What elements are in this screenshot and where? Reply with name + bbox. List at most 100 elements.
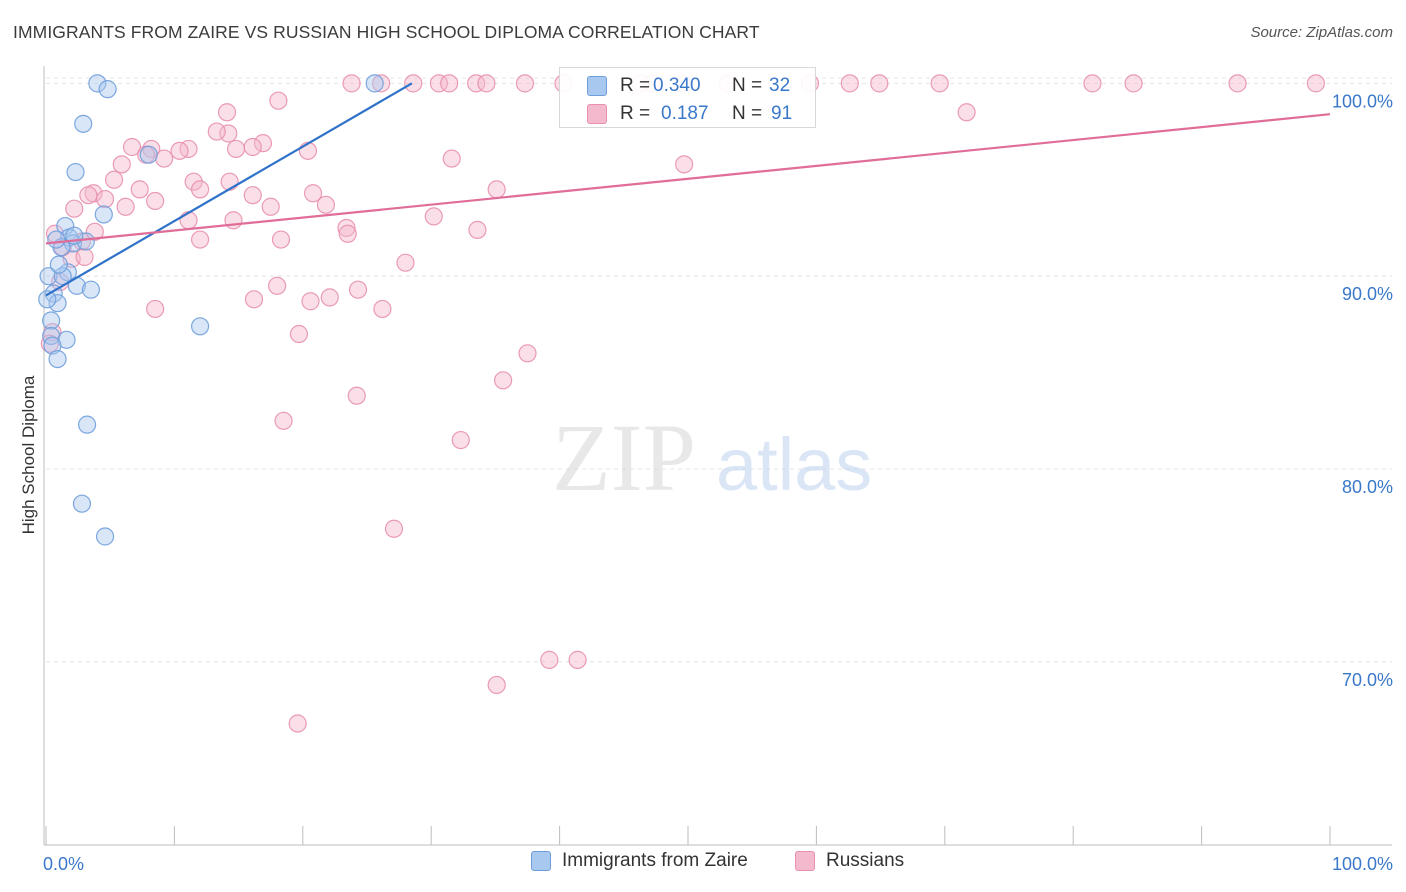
- russians-points: [40, 74, 1325, 733]
- russians-trend-line: [45, 113, 1331, 245]
- russians-point: [1306, 74, 1325, 93]
- legend-item-russians[interactable]: Russians: [795, 850, 904, 872]
- zaire-point: [42, 311, 61, 330]
- zaire-swatch: [587, 76, 607, 96]
- russians-point: [467, 74, 486, 93]
- russians-point: [301, 292, 320, 311]
- russians-point: [269, 91, 288, 110]
- russians-point: [515, 74, 535, 93]
- russians-point: [179, 139, 198, 159]
- source-note: Source: ZipAtlas.com: [1250, 24, 1393, 41]
- stats-row-zaire: R = 0.340 N = 32: [560, 72, 815, 100]
- zaire-point: [66, 162, 85, 182]
- zaire-point: [43, 336, 62, 355]
- x-tick-labels: 0.0% 100.0%: [43, 854, 1393, 874]
- russians-point: [116, 197, 135, 216]
- russians-point: [957, 103, 976, 122]
- watermark-atlas: atlas: [716, 423, 872, 506]
- russians-point: [451, 430, 470, 450]
- russians-point: [253, 134, 273, 153]
- zaire-point: [38, 290, 57, 309]
- zaire-point: [98, 80, 117, 99]
- zaire-point: [94, 205, 113, 224]
- zaire-point: [77, 415, 97, 434]
- russians-point: [190, 180, 210, 199]
- watermark-zip: ZIP: [552, 404, 696, 511]
- russians-point: [429, 74, 449, 93]
- russians-point: [477, 74, 496, 93]
- russians-point: [268, 276, 287, 295]
- russians-point: [487, 675, 506, 695]
- y-tick-label: 100.0%: [1332, 91, 1393, 111]
- zaire-point: [190, 317, 210, 336]
- russians-point: [243, 186, 262, 205]
- series-legend: Immigrants from Zaire Russians: [0, 850, 1406, 880]
- russians-point: [274, 411, 293, 430]
- russians-point: [870, 74, 889, 93]
- russians-point: [384, 519, 404, 538]
- russians-point: [372, 74, 391, 93]
- r-label: R =: [620, 75, 651, 96]
- russians-point: [487, 180, 506, 199]
- y-axis-label: High School Diploma: [19, 375, 38, 534]
- gridlines: [46, 77, 1392, 663]
- russians-point: [79, 186, 98, 205]
- n-value: 32: [769, 75, 791, 96]
- r-label: R =: [620, 103, 651, 124]
- legend-item-zaire[interactable]: Immigrants from Zaire: [531, 850, 748, 872]
- russians-point: [348, 280, 368, 299]
- stats-legend: R = 0.340 N = 32 R = 0.187 N = 91: [559, 67, 816, 128]
- russians-point: [303, 184, 323, 203]
- russians-point: [146, 191, 165, 211]
- n-label: N =: [732, 103, 763, 124]
- russians-point: [675, 155, 694, 174]
- russians-point: [289, 324, 309, 344]
- russians-point: [342, 74, 361, 93]
- russians-point: [75, 247, 94, 266]
- zaire-point: [139, 145, 158, 164]
- y-tick-label: 70.0%: [1342, 670, 1393, 690]
- russians-point: [226, 139, 246, 159]
- zaire-swatch: [531, 851, 551, 871]
- trend-lines: [45, 82, 1331, 297]
- russians-point: [320, 288, 339, 307]
- russians-point: [271, 230, 291, 249]
- russians-point: [220, 172, 239, 191]
- y-tick-labels: 70.0% 80.0% 90.0% 100.0%: [1332, 91, 1393, 689]
- russians-point: [494, 371, 513, 390]
- zaire-point: [72, 494, 92, 513]
- russians-point: [1228, 74, 1247, 93]
- zaire-trend-line: [45, 82, 413, 297]
- zaire-point: [47, 230, 66, 249]
- russians-swatch: [795, 851, 815, 871]
- russians-point: [347, 386, 366, 405]
- russians-point: [104, 170, 124, 189]
- russians-point: [217, 103, 237, 122]
- r-value: 0.340: [653, 75, 701, 96]
- zaire-points: [38, 74, 384, 546]
- zaire-point: [365, 74, 384, 93]
- russians-point: [288, 714, 307, 733]
- russians-point: [540, 650, 559, 669]
- r-value: 0.187: [661, 103, 709, 124]
- russians-point: [190, 230, 210, 249]
- russians-point: [170, 141, 189, 160]
- zaire-point: [81, 280, 101, 299]
- zaire-point: [74, 114, 93, 133]
- zaire-point: [76, 232, 95, 251]
- axes: [43, 66, 1392, 846]
- russians-point: [568, 650, 587, 669]
- russians-swatch: [587, 104, 607, 124]
- russians-point: [373, 299, 392, 319]
- zaire-point: [48, 294, 67, 313]
- zaire-point: [95, 527, 115, 546]
- n-value: 91: [771, 103, 793, 124]
- x-tick-label: 100.0%: [1332, 854, 1393, 874]
- zaire-point: [88, 74, 107, 93]
- legend-label-zaire: Immigrants from Zaire: [562, 850, 748, 871]
- russians-point: [1083, 74, 1102, 93]
- russians-point: [95, 189, 115, 209]
- russians-point: [243, 137, 262, 157]
- russians-point: [179, 211, 198, 230]
